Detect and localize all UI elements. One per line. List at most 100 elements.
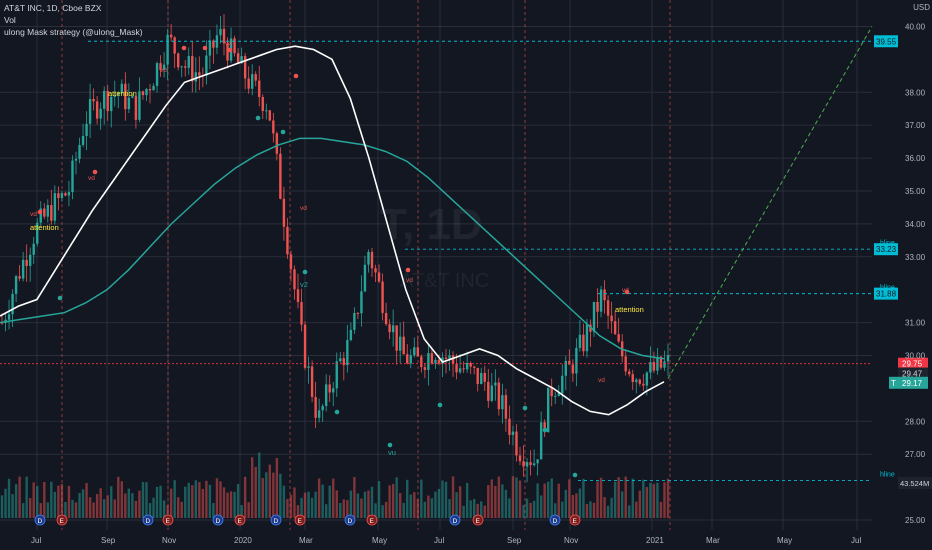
volume-bar [335, 490, 338, 518]
volume-bar [349, 490, 353, 518]
time-tick: May [777, 536, 792, 545]
volume-bar [81, 489, 85, 518]
volume-bar [64, 501, 67, 518]
marker-letter: D [553, 518, 558, 525]
candle-body [14, 276, 18, 294]
buy-dot [522, 405, 528, 411]
candle-body [582, 334, 585, 352]
candle-body [173, 37, 176, 54]
volume-line[interactable]: Vol [4, 15, 16, 25]
volume-bar [155, 486, 159, 518]
volume-bar [243, 476, 247, 518]
signal-label: vd [406, 277, 413, 284]
candle-body [592, 301, 596, 332]
volume-bar [272, 472, 275, 518]
sell-dot [37, 209, 43, 215]
candle-body [247, 78, 250, 89]
candle-body [102, 90, 106, 109]
candle-body [659, 356, 663, 368]
candle-body [490, 385, 494, 401]
volume-bar [437, 488, 441, 518]
volume-bar [300, 497, 303, 518]
volume-bar [497, 476, 501, 518]
candle-body [596, 301, 599, 312]
volume-bars [0, 452, 670, 518]
candle-body [561, 375, 564, 394]
candle-body [367, 251, 370, 265]
volume-bar [67, 485, 71, 518]
candle-body [310, 366, 314, 398]
candle-body [74, 158, 78, 161]
candle-body [289, 254, 293, 270]
candle-body [194, 72, 198, 82]
volume-bar [106, 495, 109, 518]
strategy-line[interactable]: ulong Mask strategy (@ulong_Mask) [4, 27, 143, 37]
candle-body [88, 98, 92, 124]
volume-bar [451, 476, 455, 518]
candle-body [465, 363, 469, 370]
volume-bar [536, 483, 539, 518]
dividend-marker [270, 514, 282, 526]
candle-body [663, 361, 666, 368]
volume-bar [406, 479, 409, 518]
candle-body [71, 160, 74, 193]
volume-badge [898, 477, 932, 489]
marker-letter: D [216, 518, 221, 525]
volume-bar [18, 476, 21, 518]
candle-body [585, 324, 589, 352]
volume-bar [374, 503, 377, 518]
signal-annotation: vu [388, 448, 396, 457]
volume-bar [395, 477, 398, 518]
price-tick: 33.00 [905, 253, 926, 262]
volume-bar [275, 457, 279, 518]
candle-body [293, 269, 296, 290]
slow-sma-line [0, 137, 665, 360]
candle-body [508, 418, 511, 435]
marker-letter: E [370, 518, 375, 525]
volume-bar [194, 480, 198, 518]
candle-body [381, 281, 384, 313]
candle-body [236, 53, 240, 64]
volume-bar [57, 485, 60, 518]
candle-body [138, 91, 141, 120]
volume-bar [282, 485, 286, 518]
candle-body [36, 222, 39, 244]
volume-bar [166, 505, 169, 518]
candle-body [617, 334, 620, 342]
candle-body [205, 55, 208, 76]
volume-bar [423, 501, 427, 518]
candle-body [515, 431, 518, 456]
volume-bar [74, 502, 78, 518]
volume-bar [240, 504, 243, 518]
volume-bar [617, 477, 620, 518]
marker-letter: E [238, 518, 243, 525]
marker-letter: D [38, 518, 43, 525]
price-tick: 30.00 [905, 351, 926, 360]
candle-body [95, 101, 99, 119]
candle-body [642, 383, 645, 386]
volume-bar [543, 483, 546, 518]
signal-marks: attention attention attention v2 vu vd vd vd vd v… [30, 40, 644, 526]
volume-bar [95, 494, 99, 518]
volume-bar [402, 502, 405, 518]
volume-bar [511, 476, 515, 518]
candle-body [219, 28, 222, 36]
chart-grid [0, 0, 872, 530]
candle-body [272, 120, 275, 134]
symbol-line[interactable]: AT&T INC, 1D, Cboe BZX [4, 3, 102, 13]
candle-body [254, 74, 257, 81]
candle-body [57, 193, 60, 199]
candle-body [504, 395, 508, 419]
time-tick: Sep [507, 536, 522, 545]
volume-bar [314, 491, 317, 518]
volume-bar [28, 498, 32, 518]
candle-body [522, 461, 525, 467]
candle-body [11, 293, 14, 315]
candle-body [353, 312, 356, 330]
volume-bar [490, 479, 494, 518]
candle-body [437, 359, 441, 364]
candle-body [476, 367, 479, 384]
currency-label[interactable]: USD [913, 3, 930, 12]
volume-bar [363, 491, 367, 518]
